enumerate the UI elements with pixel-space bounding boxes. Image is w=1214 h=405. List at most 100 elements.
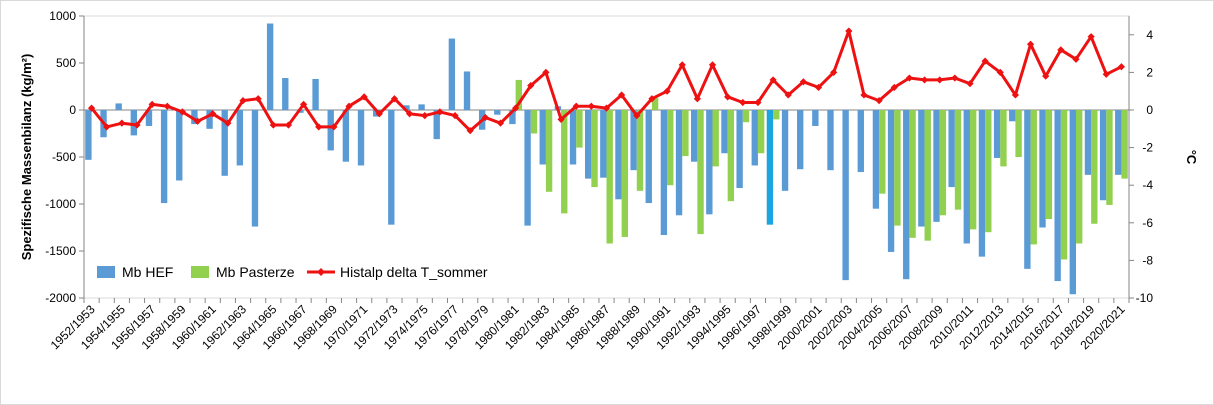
bar-mb-hef — [827, 110, 834, 171]
point-delta-t-sommer — [814, 83, 823, 92]
bar-mb-hef — [691, 110, 698, 162]
bar-mb-hef — [918, 110, 925, 227]
point-delta-t-sommer — [118, 119, 126, 127]
point-delta-t-sommer — [1072, 55, 1080, 63]
bar-mb-hef — [1024, 110, 1031, 269]
bar-mb-pasterze — [1106, 110, 1113, 205]
legend-label-mb-pasterze: Mb Pasterze — [216, 264, 295, 280]
legend-swatch-marker — [317, 268, 325, 276]
legend-swatch-mb-hef — [97, 266, 115, 278]
y-tick-label: -1500 — [45, 244, 76, 258]
bar-mb-pasterze — [1075, 110, 1083, 244]
bar-mb-hef — [933, 110, 940, 222]
bar-mb-hef — [1115, 110, 1122, 175]
point-delta-t-sommer — [481, 113, 489, 122]
point-delta-t-sommer — [209, 110, 217, 118]
bar-mb-pasterze — [894, 110, 901, 226]
bar-mb-pasterze — [667, 110, 674, 186]
bar-mb-pasterze — [909, 110, 916, 238]
point-delta-t-sommer — [602, 104, 611, 112]
bar-mb-hef — [115, 103, 122, 110]
point-delta-t-sommer — [618, 91, 626, 99]
y2-tick-label: -6 — [1142, 216, 1153, 230]
bar-mb-pasterze — [1121, 110, 1128, 179]
y-tick-label: -500 — [52, 150, 76, 164]
point-delta-t-sommer — [315, 123, 323, 131]
bar-mb-pasterze — [636, 110, 644, 191]
point-delta-t-sommer — [512, 104, 520, 112]
bar-mb-hef — [736, 110, 743, 189]
point-delta-t-sommer — [572, 102, 580, 110]
y2-tick-label: 2 — [1146, 65, 1153, 79]
point-delta-t-sommer — [663, 87, 671, 95]
point-delta-t-sommer — [436, 108, 444, 116]
bar-mb-pasterze — [561, 110, 568, 214]
point-delta-t-sommer — [148, 100, 156, 108]
bar-mb-hef — [797, 110, 804, 170]
bar-mb-hef — [781, 110, 789, 191]
bar-mb-pasterze — [651, 97, 659, 110]
bar-mb-pasterze — [621, 110, 629, 237]
point-delta-t-sommer — [1102, 70, 1110, 78]
bar-mb-hef — [448, 38, 456, 111]
bar-mb-hef — [842, 110, 849, 281]
point-delta-t-sommer — [951, 74, 959, 82]
bar-mb-hef — [903, 110, 910, 280]
bar-mb-hef — [978, 110, 986, 257]
point-delta-t-sommer — [1087, 33, 1095, 41]
y2-tick-label: -4 — [1142, 178, 1153, 192]
point-delta-t-sommer — [936, 76, 944, 84]
bar-mb-hef — [463, 71, 471, 110]
point-delta-t-sommer — [724, 93, 732, 101]
bar-mb-hef — [403, 105, 410, 110]
bar-mb-hef — [857, 110, 864, 173]
bar-mb-hef — [191, 110, 198, 125]
point-delta-t-sommer — [254, 95, 262, 103]
point-delta-t-sommer — [375, 110, 383, 118]
point-delta-t-sommer — [1042, 72, 1050, 80]
y-tick-label: 500 — [56, 56, 76, 70]
bar-mb-hef — [176, 110, 183, 181]
bar-mb-hef — [357, 110, 365, 166]
point-delta-t-sommer — [269, 121, 277, 129]
bar-mb-hef — [388, 110, 395, 225]
bar-mb-pasterze — [985, 110, 992, 233]
bar-mb-hef — [312, 78, 319, 110]
bar-mb-pasterze — [1060, 110, 1068, 260]
y2-tick-label: 4 — [1146, 28, 1153, 42]
bar-mb-pasterze — [682, 110, 689, 157]
point-delta-t-sommer — [1057, 46, 1065, 54]
point-delta-t-sommer — [996, 68, 1004, 76]
bar-mb-hef — [342, 110, 350, 162]
y2-tick-label: -10 — [1136, 291, 1154, 305]
bar-mb-hef — [600, 110, 607, 178]
bar-mb-hef — [948, 110, 955, 188]
bar-mb-pasterze — [742, 110, 750, 123]
bar-mb-pasterze — [727, 110, 735, 202]
bar-mb-hef — [266, 23, 274, 110]
bar-mb-pasterze — [1030, 110, 1037, 245]
legend-label-delta-t: Histalp delta T_sommer — [340, 264, 488, 280]
bar-mb-hef — [630, 110, 637, 171]
bar-mb-pasterze — [939, 110, 947, 216]
bar-mb-pasterze — [969, 110, 977, 230]
bar-mb-hef — [812, 110, 819, 126]
bar-mb-hef — [524, 110, 531, 226]
bar-mb-hef — [1069, 110, 1076, 295]
bar-mb-hef — [160, 110, 168, 204]
y-axis-title: Spezifische Massenbilanz (kg/m²) — [19, 54, 34, 261]
point-delta-t-sommer — [799, 78, 807, 86]
point-delta-t-sommer — [693, 95, 701, 103]
point-delta-t-sommer — [739, 98, 747, 107]
bar-mb-pasterze — [545, 110, 553, 192]
point-delta-t-sommer — [284, 121, 293, 129]
bar-mb-pasterze — [606, 110, 613, 244]
bar-mb-pasterze — [515, 79, 522, 110]
point-delta-t-sommer — [330, 123, 338, 131]
bar-mb-hef — [282, 78, 289, 110]
point-delta-t-sommer — [920, 76, 929, 84]
bar-mb-hef — [130, 110, 138, 136]
legend-label-mb-hef: Mb HEF — [122, 264, 173, 280]
point-delta-t-sommer — [527, 81, 535, 90]
y-tick-label: 1000 — [49, 9, 76, 23]
